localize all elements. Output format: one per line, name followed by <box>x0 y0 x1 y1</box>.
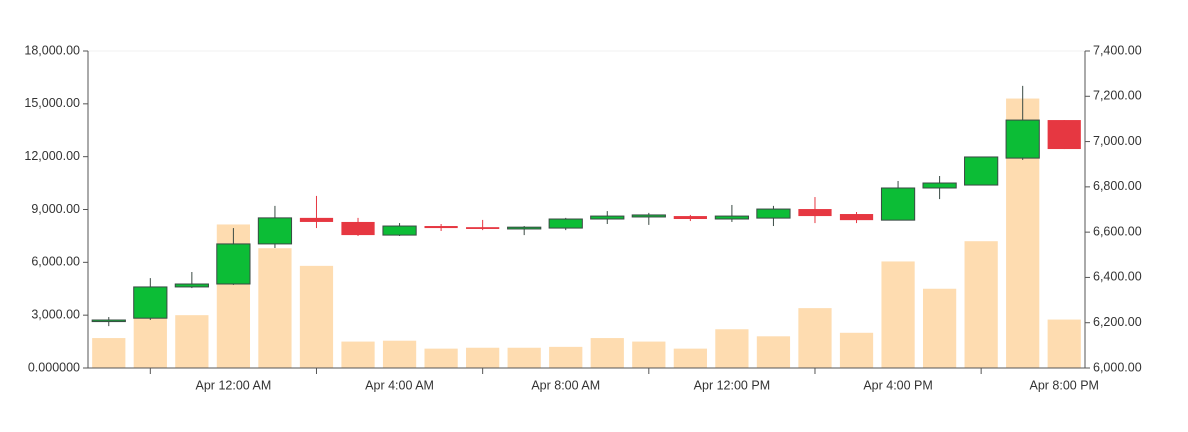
candle-body <box>133 286 168 319</box>
y-tick-label: 9,000.00 <box>31 202 80 216</box>
volume-bar <box>382 340 417 368</box>
volume-bar <box>673 348 707 368</box>
candle-body <box>673 216 707 220</box>
y-tick-label: 15,000.00 <box>24 96 80 110</box>
volume-bar <box>881 261 915 368</box>
volume-bar <box>466 347 500 368</box>
candle-body <box>631 214 666 218</box>
volume-bar <box>632 341 666 368</box>
y-tick-label: 6,000.00 <box>31 255 80 269</box>
x-tick-label: Apr 12:00 PM <box>694 378 770 392</box>
volume-bar <box>964 241 998 368</box>
candle-body <box>507 226 542 230</box>
y2-tick-label: 6,800.00 <box>1093 179 1142 193</box>
candle-body <box>1047 120 1081 150</box>
y-tick-label: 3,000.00 <box>31 307 80 321</box>
y-tick-label: 0.000000 <box>28 360 80 374</box>
candle-body <box>1005 119 1040 159</box>
volume-bar <box>507 347 541 368</box>
x-tick-label: Apr 4:00 AM <box>365 378 434 392</box>
y2-tick-label: 6,600.00 <box>1093 224 1142 238</box>
candle-body <box>756 208 791 219</box>
volume-bar <box>175 315 209 368</box>
candle-body <box>714 215 750 220</box>
x-tick-label: Apr 12:00 AM <box>196 378 272 392</box>
volume-bar <box>839 332 874 368</box>
y-tick-label: 18,000.00 <box>24 43 80 57</box>
x-tick-label: Apr 8:00 AM <box>531 378 600 392</box>
volume-bar <box>1047 319 1081 368</box>
y-tick-label: 12,000.00 <box>24 149 80 163</box>
y2-tick-label: 6,000.00 <box>1093 360 1142 374</box>
candle-body <box>798 209 832 217</box>
candle-body <box>922 182 957 189</box>
x-tick-label: Apr 8:00 PM <box>1029 378 1098 392</box>
volume-bar <box>715 329 749 368</box>
candle-body <box>91 319 126 323</box>
candle-body <box>880 187 916 221</box>
y2-tick-label: 7,200.00 <box>1093 89 1142 103</box>
y2-tick-label: 6,200.00 <box>1093 315 1142 329</box>
volume-bar <box>798 308 832 368</box>
candle-body <box>466 227 500 229</box>
volume-bar <box>549 346 583 368</box>
y2-tick-label: 7,400.00 <box>1093 43 1142 57</box>
candle-body <box>424 226 458 229</box>
candle-body <box>382 225 417 236</box>
candle-body <box>548 218 583 229</box>
volume-bar <box>424 348 458 368</box>
candle-body <box>174 283 209 288</box>
candle-body <box>839 214 874 221</box>
candle-body <box>299 217 334 222</box>
x-tick-label: Apr 4:00 PM <box>863 378 932 392</box>
candle-body <box>590 215 625 220</box>
candle-body <box>257 217 293 245</box>
volume-bar <box>590 338 624 368</box>
volume-bar <box>258 248 292 368</box>
candle-body <box>964 156 999 186</box>
volume-bar <box>756 336 791 368</box>
y2-tick-label: 6,400.00 <box>1093 270 1142 284</box>
volume-bar <box>299 265 334 368</box>
candle-body <box>216 243 251 285</box>
volume-bar <box>92 338 126 368</box>
volume-bar <box>922 288 957 368</box>
volume-bar <box>341 341 375 368</box>
y2-tick-label: 7,000.00 <box>1093 134 1142 148</box>
candle-body <box>341 221 375 236</box>
